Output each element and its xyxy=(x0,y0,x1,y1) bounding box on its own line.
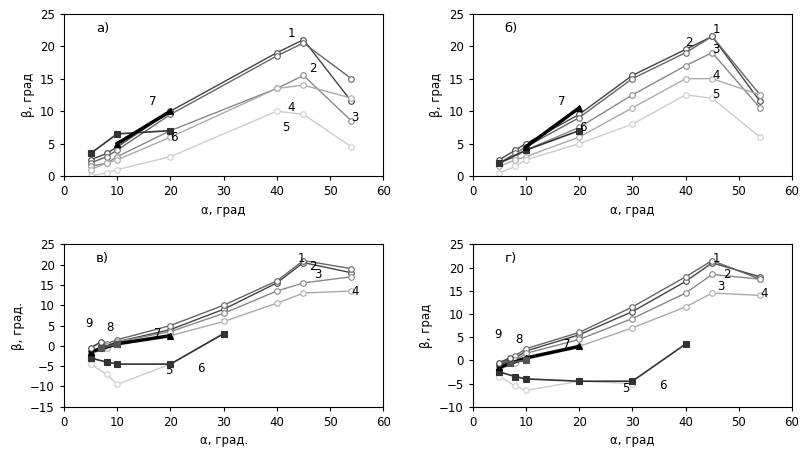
Text: 2: 2 xyxy=(309,260,316,273)
Text: а): а) xyxy=(96,22,109,35)
Y-axis label: β, град: β, град xyxy=(430,73,443,117)
Text: 6: 6 xyxy=(170,131,178,143)
Text: 8: 8 xyxy=(515,333,522,346)
Y-axis label: β, град.: β, град. xyxy=(12,302,25,350)
Text: 2: 2 xyxy=(723,268,730,281)
Text: 4: 4 xyxy=(760,287,767,299)
Text: 1: 1 xyxy=(712,23,720,37)
Text: г): г) xyxy=(505,252,517,266)
Y-axis label: β, град: β, град xyxy=(22,73,34,117)
Text: 1: 1 xyxy=(712,252,720,265)
Y-axis label: β, град: β, град xyxy=(420,303,434,348)
Text: 6: 6 xyxy=(197,361,205,375)
Text: 7: 7 xyxy=(563,338,570,351)
Text: 1: 1 xyxy=(287,27,295,40)
Text: 5: 5 xyxy=(165,364,173,377)
Text: 4: 4 xyxy=(351,285,359,298)
X-axis label: α, град: α, град xyxy=(610,434,654,447)
Text: 4: 4 xyxy=(712,69,720,82)
Text: 3: 3 xyxy=(314,268,322,281)
Text: в): в) xyxy=(96,252,109,266)
Text: 5: 5 xyxy=(622,382,629,395)
Text: 7: 7 xyxy=(154,327,162,340)
X-axis label: α, град: α, град xyxy=(202,204,246,217)
X-axis label: α, град: α, град xyxy=(610,204,654,217)
Text: 3: 3 xyxy=(351,111,358,124)
Text: 6: 6 xyxy=(579,121,586,134)
Text: 8: 8 xyxy=(106,321,114,334)
Text: 7: 7 xyxy=(558,95,566,108)
Text: б): б) xyxy=(505,22,518,35)
Text: 1: 1 xyxy=(298,252,306,265)
Text: 7: 7 xyxy=(149,95,157,108)
Text: 5: 5 xyxy=(282,121,290,134)
Text: 2: 2 xyxy=(309,63,316,75)
Text: 5: 5 xyxy=(712,88,719,101)
Text: 3: 3 xyxy=(718,280,725,292)
Text: 4: 4 xyxy=(287,101,295,114)
Text: 6: 6 xyxy=(659,379,666,393)
Text: 9: 9 xyxy=(494,328,502,341)
Text: 9: 9 xyxy=(86,317,93,330)
Text: 3: 3 xyxy=(712,43,719,56)
X-axis label: α, град.: α, град. xyxy=(199,434,248,447)
Text: 2: 2 xyxy=(686,37,693,49)
